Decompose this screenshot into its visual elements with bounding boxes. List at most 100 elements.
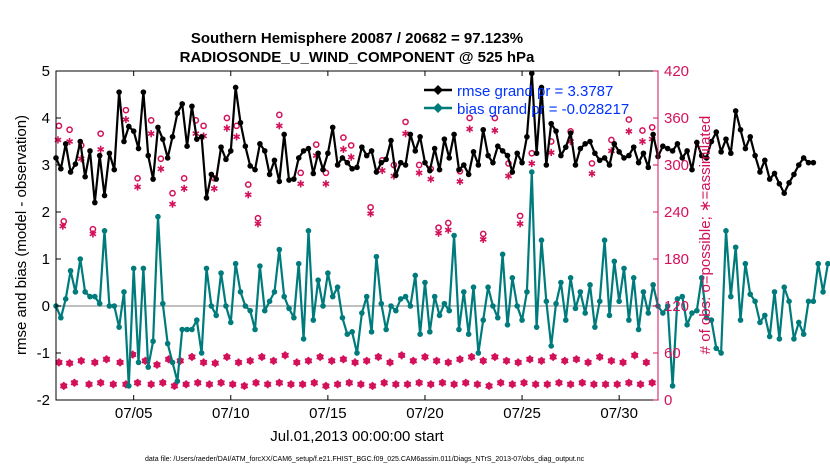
x-tick-label: 07/20 <box>406 405 444 422</box>
rmse-point <box>635 159 642 166</box>
bias-point <box>562 317 569 323</box>
rmse-point <box>427 167 433 174</box>
obs-possible-marker <box>200 122 207 130</box>
rmse-point <box>116 89 122 95</box>
bias-point <box>587 282 593 288</box>
bias-point <box>485 284 491 291</box>
obs-count-star <box>619 358 627 367</box>
rmse-point <box>72 161 79 167</box>
rmse-point <box>329 124 336 131</box>
rmse-point <box>397 159 404 166</box>
rmse-point <box>431 145 438 152</box>
obs-count-star <box>240 381 249 390</box>
rmse-point <box>150 176 156 182</box>
bias-point <box>320 303 326 309</box>
obs-possible-marker <box>444 219 452 227</box>
bias-point <box>223 303 229 309</box>
bias-point <box>800 331 807 338</box>
rmse-point <box>300 148 307 154</box>
obs-count-star <box>630 351 639 360</box>
obs-count-star <box>636 380 645 389</box>
obs-count-star <box>450 380 458 389</box>
obs-count-star <box>298 380 307 389</box>
obs-assimilated-marker <box>122 115 130 124</box>
bias-point <box>198 350 205 356</box>
rmse-point <box>96 152 103 159</box>
obs-count-star <box>444 358 453 367</box>
rmse-point <box>606 162 613 168</box>
obs-count-star <box>257 352 266 361</box>
bias-point <box>718 350 724 356</box>
rmse-point <box>310 170 317 177</box>
obs-count-star <box>357 380 365 389</box>
obs-assimilated-marker <box>504 172 512 180</box>
bias-point <box>368 329 375 335</box>
rmse-point <box>456 166 462 173</box>
legend-bias-marker-icon <box>433 103 443 113</box>
rmse-point <box>393 172 399 179</box>
obs-possible-marker <box>180 174 188 182</box>
bias-point <box>417 331 423 338</box>
bias-point <box>286 305 292 312</box>
rmse-point <box>470 149 477 155</box>
rmse-point <box>276 178 283 185</box>
bias-point <box>660 310 666 316</box>
bias-point <box>218 270 224 276</box>
obs-assimilated-marker <box>415 169 423 177</box>
rmse-point <box>82 173 88 180</box>
rmse-point <box>640 150 647 157</box>
rmse-point <box>461 162 467 168</box>
rmse-point <box>698 152 705 159</box>
rmse-point <box>281 131 287 138</box>
rmse-point <box>519 159 525 166</box>
rmse-point <box>213 176 220 182</box>
bias-point <box>538 237 545 243</box>
obs-count-star <box>170 381 179 390</box>
rmse-point <box>660 143 666 149</box>
rmse-point <box>669 148 676 154</box>
obs-count-star <box>595 352 604 361</box>
rmse-point <box>92 199 98 206</box>
bias-point <box>412 272 419 279</box>
rmse-point <box>592 150 598 157</box>
bias-point <box>232 260 239 267</box>
rmse-point <box>475 162 482 168</box>
rmse-point <box>271 157 278 164</box>
obs-possible-marker <box>491 114 499 122</box>
rmse-point <box>155 124 161 131</box>
bias-point <box>728 293 734 300</box>
obs-count-star <box>432 356 441 365</box>
obs-assimilated-marker <box>322 180 330 188</box>
obs-count-star <box>77 356 86 365</box>
rmse-point <box>291 176 297 182</box>
rmse-point <box>567 130 574 136</box>
obs-assimilated-marker <box>180 184 188 193</box>
obs-count-star <box>525 355 534 364</box>
obs-count-star <box>607 356 616 365</box>
rmse-point <box>630 144 637 150</box>
bias-point <box>247 307 253 314</box>
obs-count-star <box>601 380 610 389</box>
bias-point <box>378 300 385 307</box>
bias-point <box>596 298 603 305</box>
rmse-point <box>349 165 355 172</box>
obs-count-star <box>397 351 406 360</box>
obs-count-star <box>55 358 63 367</box>
rmse-point <box>543 162 550 168</box>
rmse-point <box>354 164 360 171</box>
bias-point <box>514 303 521 309</box>
obs-possible-marker <box>608 136 615 144</box>
bias-point <box>295 260 302 267</box>
rmse-point <box>494 143 501 149</box>
rmse-point <box>558 152 564 159</box>
obs-assimilated-marker <box>275 122 283 130</box>
rmse-point <box>344 159 351 166</box>
obs-possible-marker <box>60 218 68 225</box>
bias-point <box>325 270 331 276</box>
bias-point <box>737 317 744 323</box>
obs-count-star <box>549 352 557 361</box>
obs-assimilated-marker <box>516 220 524 228</box>
bias-point <box>723 228 729 234</box>
rmse-point <box>121 138 127 145</box>
obs-possible-marker <box>157 155 165 163</box>
